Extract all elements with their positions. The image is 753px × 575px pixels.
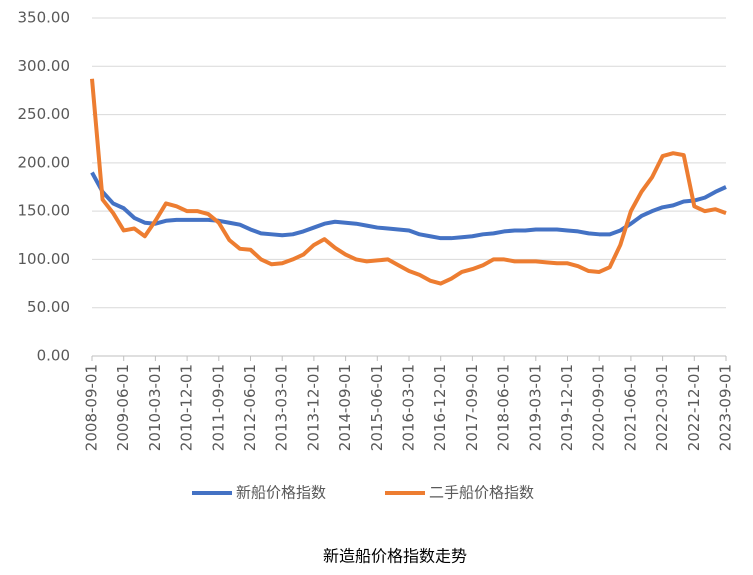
x-tick-label: 2010-03-01: [146, 364, 164, 451]
x-tick-label: 2014-09-01: [336, 364, 354, 451]
y-tick-label: 150.00: [18, 202, 71, 220]
x-tick-label: 2008-09-01: [83, 364, 101, 451]
y-tick-label: 200.00: [18, 153, 71, 171]
x-tick-label: 2019-12-01: [558, 364, 576, 451]
x-tick-label: 2013-12-01: [304, 364, 322, 451]
y-tick-label: 100.00: [18, 250, 71, 268]
x-tick-label: 2022-03-01: [653, 364, 671, 451]
legend-label: 二手船价格指数: [429, 484, 534, 502]
y-tick-label: 50.00: [27, 298, 70, 316]
x-tick-label: 2021-06-01: [621, 364, 639, 451]
x-tick-label: 2011-09-01: [209, 364, 227, 451]
x-tick-label: 2009-06-01: [114, 364, 132, 451]
x-tick-label: 2019-03-01: [526, 364, 544, 451]
x-tick-label: 2018-06-01: [495, 364, 513, 451]
series-line: [90, 78, 727, 286]
x-tick-label: 2020-09-01: [590, 364, 608, 451]
x-tick-label: 2016-12-01: [431, 364, 449, 451]
x-tick-label: 2010-12-01: [178, 364, 196, 451]
x-tick-label: 2012-06-01: [241, 364, 259, 451]
series-line: [90, 171, 727, 241]
x-tick-label: 2022-12-01: [685, 364, 703, 451]
y-tick-label: 300.00: [18, 57, 71, 75]
chart-title: 新造船价格指数走势: [323, 547, 467, 566]
x-tick-label: 2013-03-01: [273, 364, 291, 451]
y-tick-label: 250.00: [18, 105, 71, 123]
x-tick-label: 2016-03-01: [400, 364, 418, 451]
x-tick-label: 2015-06-01: [368, 364, 386, 451]
y-tick-label: 350.00: [18, 9, 71, 27]
x-tick-label: 2023-09-01: [717, 364, 735, 451]
y-tick-label: 0.00: [37, 347, 70, 365]
legend-label: 新船价格指数: [236, 484, 326, 502]
x-tick-label: 2017-09-01: [463, 364, 481, 451]
